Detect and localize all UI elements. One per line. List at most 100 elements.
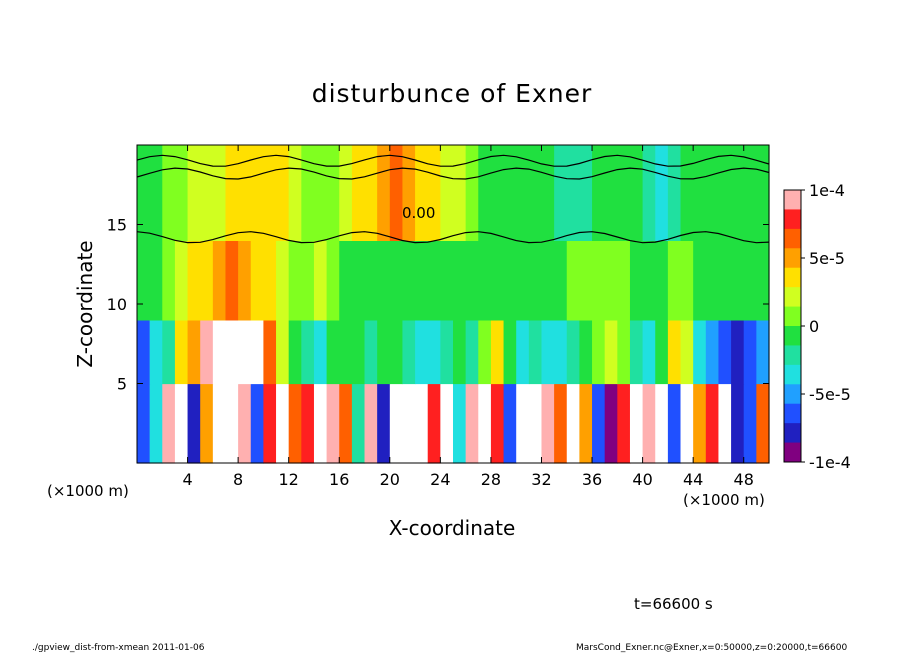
heatmap-cell bbox=[490, 240, 505, 321]
heatmap-cell bbox=[402, 319, 416, 385]
heatmap-cell bbox=[579, 383, 593, 464]
chart-title: disturbunce of Exner bbox=[312, 79, 593, 108]
heatmap-cell bbox=[364, 240, 378, 321]
heatmap-cell bbox=[440, 145, 454, 241]
heatmap-cell bbox=[705, 319, 720, 385]
heatmap-cell bbox=[693, 240, 707, 321]
heatmap-cell bbox=[465, 383, 479, 464]
heatmap-cell bbox=[756, 383, 770, 464]
x-tick-label: 36 bbox=[582, 470, 602, 489]
contour-label: 0.00 bbox=[402, 204, 435, 222]
x-tick-label: 32 bbox=[531, 470, 551, 489]
heatmap-cell bbox=[415, 319, 429, 385]
x-tick-label: 24 bbox=[430, 470, 450, 489]
heatmap-cell bbox=[743, 240, 757, 321]
heatmap-cell bbox=[326, 240, 340, 321]
x-tick-label: 28 bbox=[481, 470, 501, 489]
heatmap-cell bbox=[301, 319, 315, 385]
heatmap-cell bbox=[554, 319, 568, 385]
heatmap-cell bbox=[566, 145, 580, 241]
heatmap-cell bbox=[705, 383, 720, 464]
heatmap-cell bbox=[238, 383, 252, 464]
heatmap-cell bbox=[693, 383, 707, 464]
heatmap-cell bbox=[478, 383, 492, 464]
heatmap-cell bbox=[667, 383, 682, 464]
heatmap-cell bbox=[174, 240, 189, 321]
x-tick-label: 16 bbox=[329, 470, 349, 489]
heatmap-cell bbox=[212, 145, 227, 241]
colorbar-swatch bbox=[784, 384, 801, 405]
heatmap-cell bbox=[364, 319, 378, 385]
x-tick-label: 4 bbox=[182, 470, 192, 489]
heatmap-cell bbox=[427, 383, 441, 464]
heatmap-cell bbox=[516, 240, 530, 321]
heatmap-cell bbox=[617, 383, 631, 464]
heatmap-cell bbox=[326, 319, 340, 385]
heatmap-cell bbox=[453, 383, 467, 464]
heatmap-cell bbox=[250, 319, 264, 385]
heatmap-cell bbox=[680, 383, 694, 464]
heatmap-cell bbox=[339, 319, 353, 385]
colorbar-swatch bbox=[784, 248, 801, 269]
zero-contours bbox=[136, 154, 770, 244]
heatmap-cell bbox=[415, 145, 429, 241]
heatmap-cell bbox=[680, 240, 694, 321]
heatmap-cell bbox=[174, 319, 189, 385]
heatmap-cell bbox=[225, 145, 239, 241]
heatmap-cell bbox=[200, 145, 214, 241]
heatmap-cell bbox=[351, 145, 366, 241]
heatmap-cell bbox=[478, 319, 492, 385]
heatmap-cell bbox=[743, 383, 757, 464]
heatmap-cell bbox=[137, 383, 151, 464]
heatmap-cell bbox=[655, 240, 669, 321]
heatmap-cell bbox=[415, 240, 429, 321]
heatmap-cell bbox=[554, 383, 568, 464]
contour-line bbox=[136, 231, 770, 244]
heatmap-cell bbox=[276, 383, 290, 464]
heatmap-cell bbox=[377, 383, 391, 464]
heatmap-cell bbox=[377, 145, 391, 241]
heatmap-cell bbox=[642, 319, 656, 385]
colorbar-swatch bbox=[784, 267, 801, 288]
colorbar-tick-label: 5e-5 bbox=[809, 249, 845, 268]
heatmap-cell bbox=[478, 240, 492, 321]
heatmap-cell bbox=[453, 240, 467, 321]
heatmap-cell bbox=[351, 319, 366, 385]
heatmap-cell bbox=[339, 383, 353, 464]
heatmap-cell bbox=[503, 383, 517, 464]
heatmap-cell bbox=[667, 319, 682, 385]
x-axis-label: X-coordinate bbox=[389, 516, 516, 540]
heatmap-cell bbox=[162, 240, 176, 321]
heatmap-cell bbox=[566, 240, 580, 321]
heatmap-cell bbox=[541, 240, 555, 321]
heatmap-cell bbox=[693, 319, 707, 385]
heatmap-cell bbox=[731, 383, 745, 464]
colorbar-swatch bbox=[784, 326, 801, 346]
heatmap-cell bbox=[200, 383, 214, 464]
heatmap-cell bbox=[440, 240, 454, 321]
heatmap-cell bbox=[389, 383, 404, 464]
heatmap-cell bbox=[528, 240, 543, 321]
heatmap-cell bbox=[377, 319, 391, 385]
heatmap-cell bbox=[389, 319, 404, 385]
heatmap-cell bbox=[579, 145, 593, 241]
heatmap-cell bbox=[225, 319, 239, 385]
contour-line bbox=[136, 167, 770, 180]
heatmap-cell bbox=[250, 240, 264, 321]
heatmap-cell bbox=[276, 145, 290, 241]
heatmap-cell bbox=[212, 240, 227, 321]
heatmap-cell bbox=[465, 145, 479, 241]
heatmap-cell bbox=[187, 240, 201, 321]
heatmap-cell bbox=[313, 240, 328, 321]
heatmap-cell bbox=[756, 145, 770, 241]
heatmap-cell bbox=[490, 319, 505, 385]
colorbar bbox=[783, 189, 802, 463]
heatmap-cell bbox=[731, 145, 745, 241]
heatmap-cell bbox=[667, 145, 682, 241]
heatmap-cell bbox=[718, 145, 732, 241]
x-tick-label: 40 bbox=[632, 470, 652, 489]
heatmap-cell bbox=[655, 383, 669, 464]
heatmap-cell bbox=[490, 383, 505, 464]
heatmap-cell bbox=[174, 383, 189, 464]
heatmap-cell bbox=[263, 383, 277, 464]
